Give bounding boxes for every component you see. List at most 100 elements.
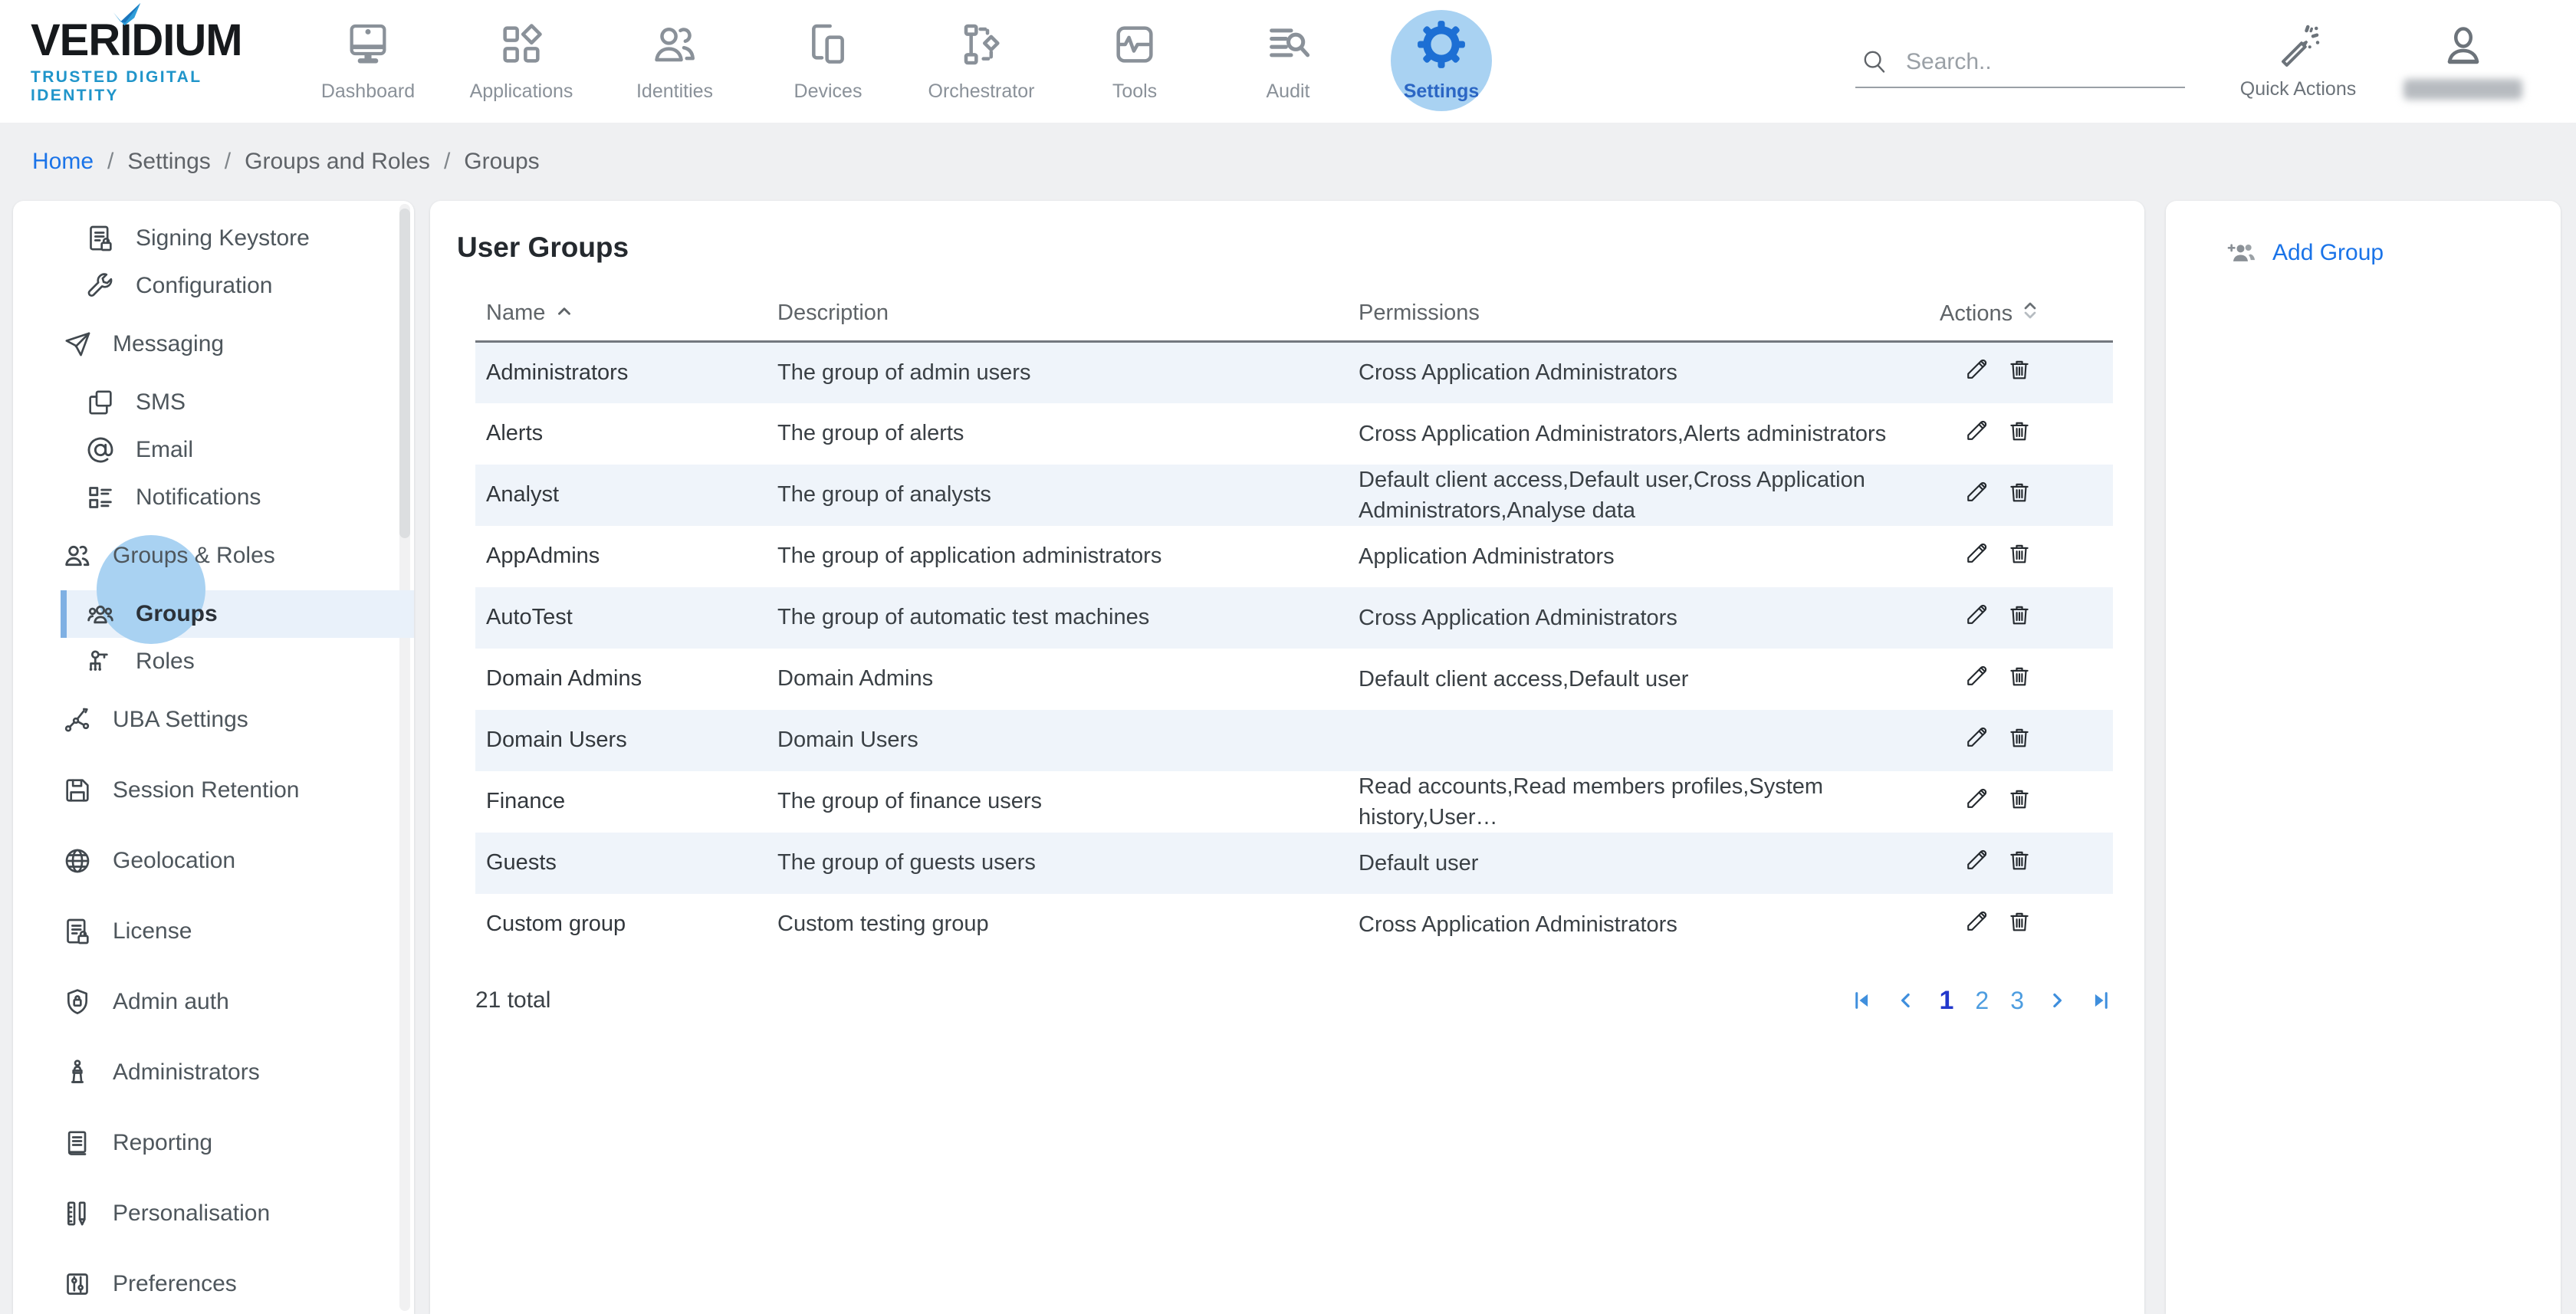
- nav-item-settings[interactable]: Settings: [1365, 0, 1518, 123]
- cell-description: The group of guests users: [777, 850, 1036, 875]
- edit-button[interactable]: [1963, 724, 1990, 751]
- edit-button[interactable]: [1963, 663, 1990, 689]
- cell-description: Domain Users: [777, 728, 918, 752]
- table-row: AutoTest The group of automatic test mac…: [475, 586, 2113, 649]
- sidebar-item-configuration[interactable]: Configuration: [13, 262, 414, 310]
- search-box[interactable]: [1855, 47, 2185, 88]
- delete-button[interactable]: [2006, 479, 2032, 505]
- first-page-button[interactable]: [1850, 989, 1873, 1012]
- nav-item-tools[interactable]: Tools: [1058, 0, 1211, 123]
- column-header-permissions[interactable]: Permissions: [1359, 299, 1918, 343]
- sidebar-item-preferences[interactable]: Preferences: [13, 1260, 414, 1308]
- nav-item-applications[interactable]: Applications: [445, 0, 598, 123]
- uba-settings-icon: [62, 705, 93, 735]
- sidebar-item-admin-auth[interactable]: Admin auth: [13, 978, 414, 1026]
- edit-button[interactable]: [1963, 540, 1990, 567]
- page-number-2[interactable]: 2: [1975, 986, 1990, 1014]
- last-page-button[interactable]: [2090, 989, 2113, 1012]
- quick-actions-button[interactable]: Quick Actions: [2216, 22, 2380, 100]
- administrators-icon: [62, 1057, 93, 1088]
- edit-button[interactable]: [1963, 356, 1990, 383]
- user-groups-panel: User Groups Name Description Permissions…: [430, 201, 2144, 1314]
- breadcrumb-settings[interactable]: Settings: [127, 149, 211, 174]
- edit-button[interactable]: [1963, 908, 1990, 935]
- sidebar-item-truststores[interactable]: Truststores: [13, 201, 414, 215]
- sidebar-item-signing-keystore[interactable]: Signing Keystore: [13, 215, 414, 262]
- roles-key-icon: [85, 646, 116, 677]
- cell-name: Custom group: [486, 912, 626, 936]
- delete-button[interactable]: [2006, 908, 2032, 935]
- nav-item-identities[interactable]: Identities: [598, 0, 751, 123]
- sidebar-item-roles[interactable]: Roles: [13, 638, 414, 685]
- user-icon: [2440, 23, 2486, 69]
- next-page-button[interactable]: [2045, 989, 2068, 1012]
- page-number-1[interactable]: 1: [1939, 985, 1954, 1015]
- configuration-wrench-icon: [85, 271, 116, 301]
- user-name-redacted: [2404, 79, 2522, 100]
- column-header-description[interactable]: Description: [777, 299, 1359, 343]
- groups-icon: [85, 599, 116, 629]
- logo-checkmark-icon: [110, 2, 144, 26]
- edit-button[interactable]: [1963, 847, 1990, 873]
- delete-button[interactable]: [2006, 663, 2032, 689]
- cell-permissions: Default client access,Default user: [1359, 666, 1689, 691]
- delete-button[interactable]: [2006, 847, 2032, 873]
- sidebar-item-administrators[interactable]: Administrators: [13, 1049, 414, 1096]
- sidebar-item-uba-settings[interactable]: UBA Settings: [13, 696, 414, 744]
- add-group-button[interactable]: Add Group: [2224, 238, 2561, 268]
- delete-button[interactable]: [2006, 786, 2032, 812]
- sidebar-item-notifications[interactable]: Notifications: [13, 474, 414, 521]
- logo-tagline: TRUSTED DIGITAL IDENTITY: [31, 67, 202, 104]
- edit-button[interactable]: [1963, 418, 1990, 444]
- groups-active-circle: [97, 535, 205, 644]
- sidebar-item-groups-and-roles[interactable]: Groups & Roles: [13, 532, 414, 580]
- nav-item-dashboard[interactable]: Dashboard: [291, 0, 445, 123]
- messaging-icon: [62, 329, 93, 360]
- user-menu[interactable]: [2380, 23, 2545, 100]
- delete-button[interactable]: [2006, 602, 2032, 628]
- total-count: 21 total: [475, 987, 551, 1013]
- search-input[interactable]: [1904, 48, 2150, 76]
- sidebar-scrollbar-thumb[interactable]: [399, 209, 410, 538]
- sidebar-item-personalisation[interactable]: Personalisation: [13, 1190, 414, 1237]
- cell-name: AutoTest: [486, 605, 573, 629]
- breadcrumb-groups: Groups: [464, 149, 540, 174]
- cell-permissions: Cross Application Administrators,Alerts …: [1359, 421, 1887, 446]
- sidebar-item-groups[interactable]: Groups: [61, 535, 414, 644]
- orchestrator-icon: [957, 20, 1006, 69]
- page-number-3[interactable]: 3: [2010, 986, 2024, 1014]
- pagination: 1 2 3: [1850, 986, 2113, 1016]
- cell-description: The group of automatic test machines: [777, 605, 1150, 629]
- cell-description: The group of analysts: [777, 482, 991, 507]
- table-row: Guests The group of guests users Default…: [475, 832, 2113, 894]
- cell-name: Guests: [486, 850, 557, 875]
- edit-button[interactable]: [1963, 479, 1990, 505]
- prev-page-button[interactable]: [1894, 989, 1917, 1012]
- nav-item-orchestrator[interactable]: Orchestrator: [905, 0, 1058, 123]
- edit-button[interactable]: [1963, 786, 1990, 812]
- veridium-logo[interactable]: VER I DIUM TRUSTED DIGITAL IDENTITY: [31, 2, 284, 105]
- edit-button[interactable]: [1963, 602, 1990, 628]
- column-header-actions[interactable]: Actions: [1918, 299, 2113, 343]
- sidebar-item-session-retention[interactable]: Session Retention: [13, 767, 414, 814]
- table-row: Alerts The group of alerts Cross Applica…: [475, 403, 2113, 465]
- sidebar-item-geolocation[interactable]: Geolocation: [13, 837, 414, 885]
- sidebar-item-email[interactable]: Email: [13, 426, 414, 474]
- sidebar-item-sms[interactable]: SMS: [13, 379, 414, 426]
- sidebar-item-messaging[interactable]: Messaging: [13, 320, 414, 368]
- cell-name: Analyst: [486, 482, 560, 507]
- breadcrumb-home[interactable]: Home: [32, 149, 94, 174]
- groups-and-roles-icon: [62, 540, 93, 571]
- delete-button[interactable]: [2006, 356, 2032, 383]
- delete-button[interactable]: [2006, 724, 2032, 751]
- delete-button[interactable]: [2006, 540, 2032, 567]
- sidebar-item-license[interactable]: License: [13, 908, 414, 955]
- cell-permissions: Cross Application Administrators: [1359, 360, 1677, 386]
- column-header-name[interactable]: Name: [475, 299, 777, 343]
- delete-button[interactable]: [2006, 418, 2032, 444]
- audit-icon: [1263, 20, 1313, 69]
- breadcrumb-groups-and-roles[interactable]: Groups and Roles: [245, 149, 430, 174]
- nav-item-audit[interactable]: Audit: [1211, 0, 1365, 123]
- sidebar-item-reporting[interactable]: Reporting: [13, 1119, 414, 1167]
- nav-item-devices[interactable]: Devices: [751, 0, 905, 123]
